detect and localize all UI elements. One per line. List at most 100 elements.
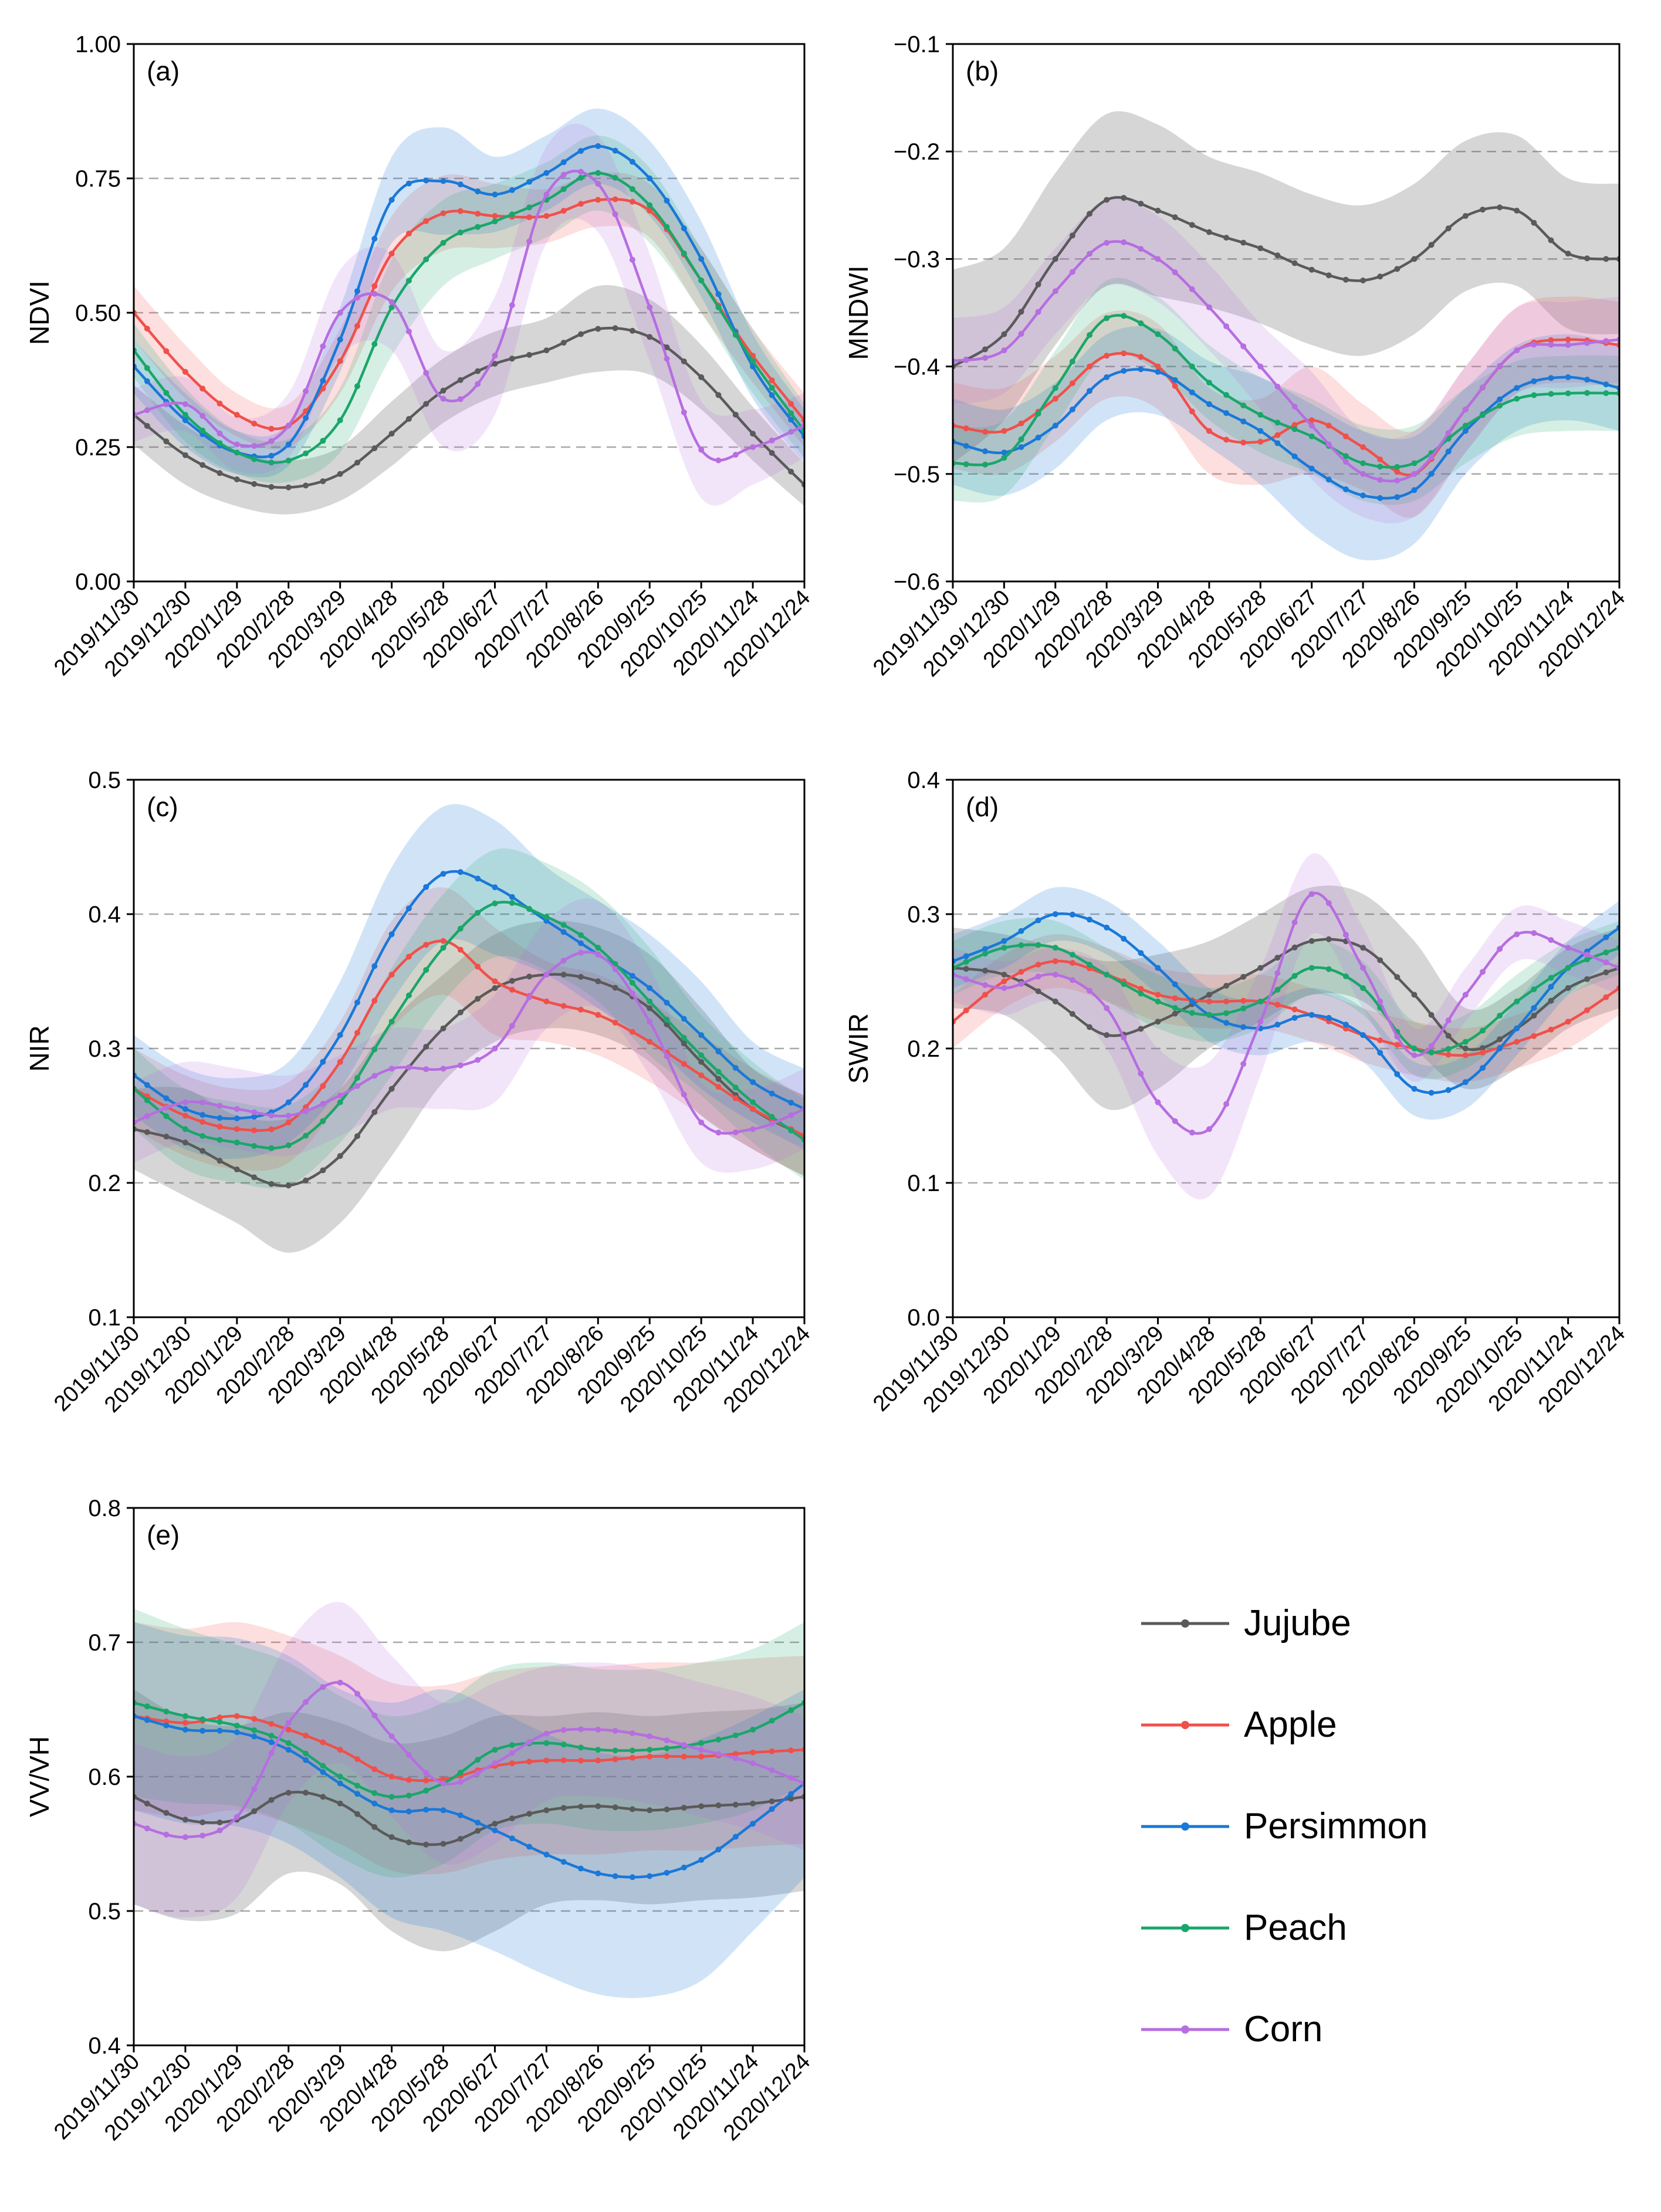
series-point-corn: [1377, 998, 1383, 1004]
series-point-jujube: [371, 1109, 378, 1115]
legend-marker-jujube: [1181, 1619, 1189, 1628]
series-point-jujube: [769, 1798, 775, 1805]
series-point-peach: [1411, 460, 1418, 466]
series-point-persimmon: [595, 1870, 601, 1876]
series-point-persimmon: [1052, 422, 1058, 429]
series-point-apple: [1223, 998, 1230, 1004]
series-point-corn: [1325, 441, 1332, 448]
series-point-persimmon: [144, 1717, 150, 1723]
series-point-peach: [612, 1747, 618, 1754]
series-point-persimmon: [1223, 1020, 1230, 1026]
series-point-peach: [234, 1139, 240, 1146]
series-point-apple: [629, 1754, 635, 1761]
series-point-peach: [750, 1726, 756, 1733]
series-point-apple: [1257, 438, 1264, 445]
series-point-persimmon: [1428, 1090, 1435, 1096]
series-point-peach: [769, 384, 775, 391]
series-point-jujube: [1223, 235, 1230, 241]
band-persimmon: [134, 108, 804, 478]
series-point-peach: [1308, 433, 1315, 439]
series-point-peach: [1001, 455, 1007, 461]
series-point-corn: [1497, 363, 1503, 369]
series-point-corn: [320, 1684, 326, 1690]
series-point-peach: [1603, 949, 1609, 956]
series-point-peach: [698, 278, 705, 283]
series-point-corn: [509, 1023, 515, 1029]
series-point-jujube: [405, 1839, 412, 1845]
series-point-corn: [788, 1775, 794, 1781]
series-point-peach: [1189, 363, 1195, 370]
series-point-jujube: [320, 478, 326, 485]
series-point-peach: [234, 449, 240, 456]
series-point-persimmon: [1121, 936, 1127, 942]
series-point-corn: [388, 1066, 395, 1072]
series-point-persimmon: [1428, 471, 1435, 477]
series-point-peach: [457, 1770, 464, 1776]
series-point-corn: [354, 1083, 360, 1089]
series-point-jujube: [285, 484, 292, 491]
series-point-persimmon: [182, 1726, 188, 1733]
series-point-apple: [337, 1747, 343, 1753]
series-point-apple: [595, 197, 601, 203]
series-point-apple: [1087, 363, 1092, 370]
series-point-corn: [1001, 985, 1007, 991]
series-point-jujube: [1428, 242, 1435, 248]
band-apple: [134, 1622, 804, 1875]
series-point-peach: [216, 1719, 223, 1725]
series-point-peach: [1360, 460, 1366, 466]
series-point-jujube: [251, 1808, 258, 1814]
series-point-persimmon: [1189, 389, 1195, 395]
series-point-persimmon: [612, 1873, 618, 1879]
series-point-jujube: [1565, 985, 1571, 991]
series-point-corn: [698, 1747, 705, 1753]
y-tick-label: −0.5: [894, 462, 940, 488]
series-point-peach: [423, 256, 429, 263]
y-tick-label: 0.4: [88, 902, 121, 928]
band-corn: [953, 853, 1619, 1200]
series-point-persimmon: [388, 931, 395, 938]
y-tick-label: 0.8: [88, 1496, 121, 1521]
series-point-persimmon: [647, 985, 653, 991]
series-point-corn: [1189, 1129, 1195, 1136]
series-point-persimmon: [216, 1727, 223, 1734]
series-point-persimmon: [457, 869, 464, 875]
y-tick-label: 0.50: [75, 300, 121, 326]
series-point-jujube: [1087, 1024, 1092, 1030]
series-point-corn: [788, 1112, 794, 1118]
series-point-persimmon: [1104, 924, 1110, 931]
series-point-persimmon: [423, 1807, 429, 1813]
series-point-persimmon: [1172, 377, 1178, 383]
series-point-persimmon: [698, 1032, 705, 1039]
series-point-corn: [1514, 347, 1520, 354]
series-point-apple: [388, 251, 395, 257]
series-point-jujube: [681, 1805, 687, 1811]
series-point-corn: [163, 1831, 170, 1838]
series-point-corn: [664, 1053, 670, 1060]
series-point-jujube: [1240, 973, 1247, 980]
series-point-peach: [1428, 1049, 1435, 1056]
series-point-peach: [509, 899, 515, 906]
series-point-jujube: [320, 1794, 326, 1800]
series-point-peach: [509, 211, 515, 218]
series-point-peach: [1291, 973, 1298, 979]
series-point-jujube: [982, 968, 988, 974]
series-point-peach: [1411, 1046, 1418, 1051]
series-point-jujube: [526, 351, 533, 358]
series-point-corn: [1257, 1019, 1264, 1025]
series-point-persimmon: [1274, 1022, 1281, 1028]
series-point-jujube: [1052, 998, 1058, 1004]
series-point-jujube: [1291, 944, 1298, 951]
series-point-persimmon: [1155, 368, 1161, 375]
series-point-corn: [268, 1112, 275, 1119]
legend-label-corn: Corn: [1244, 2009, 1322, 2049]
series-point-corn: [769, 437, 775, 444]
series-point-jujube: [1291, 260, 1298, 266]
series-point-apple: [405, 1777, 412, 1783]
series-point-peach: [303, 1132, 309, 1139]
series-point-corn: [303, 1699, 309, 1705]
series-point-corn: [560, 171, 567, 178]
band-persimmon: [134, 804, 804, 1159]
series-point-persimmon: [1497, 396, 1503, 403]
series-point-persimmon: [1001, 449, 1007, 456]
